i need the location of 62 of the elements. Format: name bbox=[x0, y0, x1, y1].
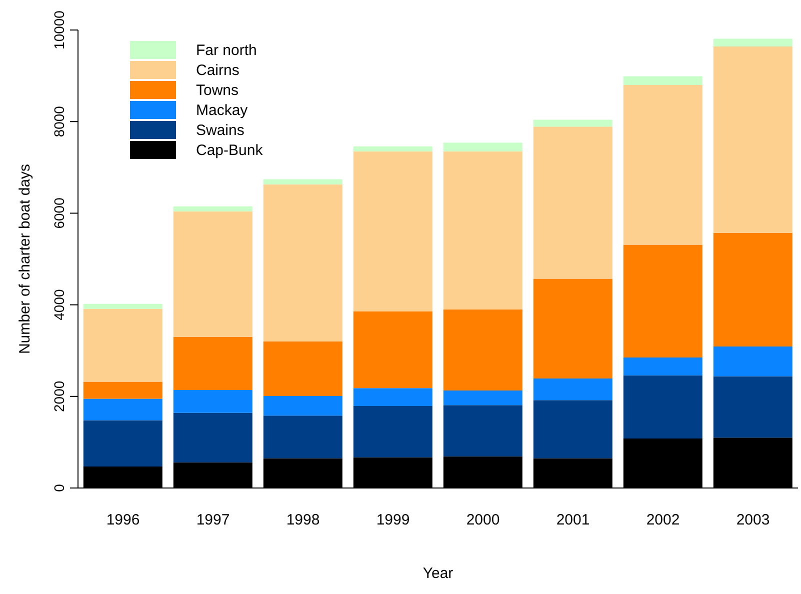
bar bbox=[263, 396, 342, 416]
x-axis-title: Year bbox=[422, 565, 454, 582]
bar bbox=[443, 309, 522, 390]
bar bbox=[623, 84, 702, 245]
bar bbox=[173, 412, 252, 462]
legend-label: Cairns bbox=[196, 62, 240, 78]
x-tick-label: 2002 bbox=[646, 512, 680, 529]
bar bbox=[713, 232, 792, 346]
bar bbox=[353, 388, 432, 406]
bar bbox=[443, 151, 522, 310]
x-tick-label: 1996 bbox=[106, 512, 140, 529]
bar bbox=[443, 405, 522, 456]
bar bbox=[713, 38, 792, 46]
bar bbox=[173, 211, 252, 337]
bar bbox=[623, 375, 702, 439]
bar bbox=[263, 341, 342, 396]
bar bbox=[353, 151, 432, 312]
y-tick-label: 6000 bbox=[51, 197, 67, 229]
bar bbox=[623, 357, 702, 376]
bar bbox=[533, 378, 612, 400]
legend-label: Swains bbox=[196, 122, 244, 138]
bar bbox=[533, 400, 612, 458]
x-tick-label: 1999 bbox=[376, 512, 410, 529]
bar bbox=[353, 406, 432, 458]
bar bbox=[83, 398, 162, 420]
bar bbox=[353, 311, 432, 388]
y-tick-label: 4000 bbox=[51, 289, 67, 320]
bar bbox=[83, 382, 162, 399]
bar bbox=[533, 126, 612, 279]
y-tick-label: 0 bbox=[51, 484, 67, 492]
legend-label: Mackay bbox=[196, 102, 248, 118]
bar bbox=[353, 146, 432, 152]
bar bbox=[263, 416, 342, 458]
bar bbox=[713, 46, 792, 233]
y-tick-label: 8000 bbox=[51, 106, 67, 138]
x-tick-label: 2000 bbox=[466, 512, 500, 529]
bar bbox=[83, 308, 162, 382]
x-tick-label: 1997 bbox=[196, 512, 230, 529]
legend-label: Far north bbox=[196, 42, 257, 58]
bar bbox=[443, 390, 522, 406]
bar bbox=[263, 184, 342, 342]
bar bbox=[533, 120, 612, 127]
x-tick-label: 2001 bbox=[556, 512, 590, 529]
bar bbox=[533, 278, 612, 379]
legend-label: Cap-Bunk bbox=[196, 142, 263, 158]
bar bbox=[173, 390, 252, 413]
bar bbox=[83, 420, 162, 466]
bar bbox=[623, 76, 702, 85]
bar bbox=[443, 142, 522, 152]
bar bbox=[83, 304, 162, 309]
y-tick-label: 10000 bbox=[51, 10, 67, 50]
bar bbox=[263, 179, 342, 184]
y-tick-label: 2000 bbox=[51, 380, 67, 412]
legend-label: Towns bbox=[196, 82, 239, 98]
bar bbox=[623, 244, 702, 358]
bar bbox=[713, 346, 792, 376]
bar bbox=[713, 376, 792, 438]
y-axis-title: Number of charter boat days bbox=[16, 164, 34, 354]
bar bbox=[173, 336, 252, 390]
bar bbox=[173, 206, 252, 212]
x-tick-label: 2003 bbox=[736, 512, 770, 529]
x-tick-label: 1998 bbox=[286, 512, 320, 529]
